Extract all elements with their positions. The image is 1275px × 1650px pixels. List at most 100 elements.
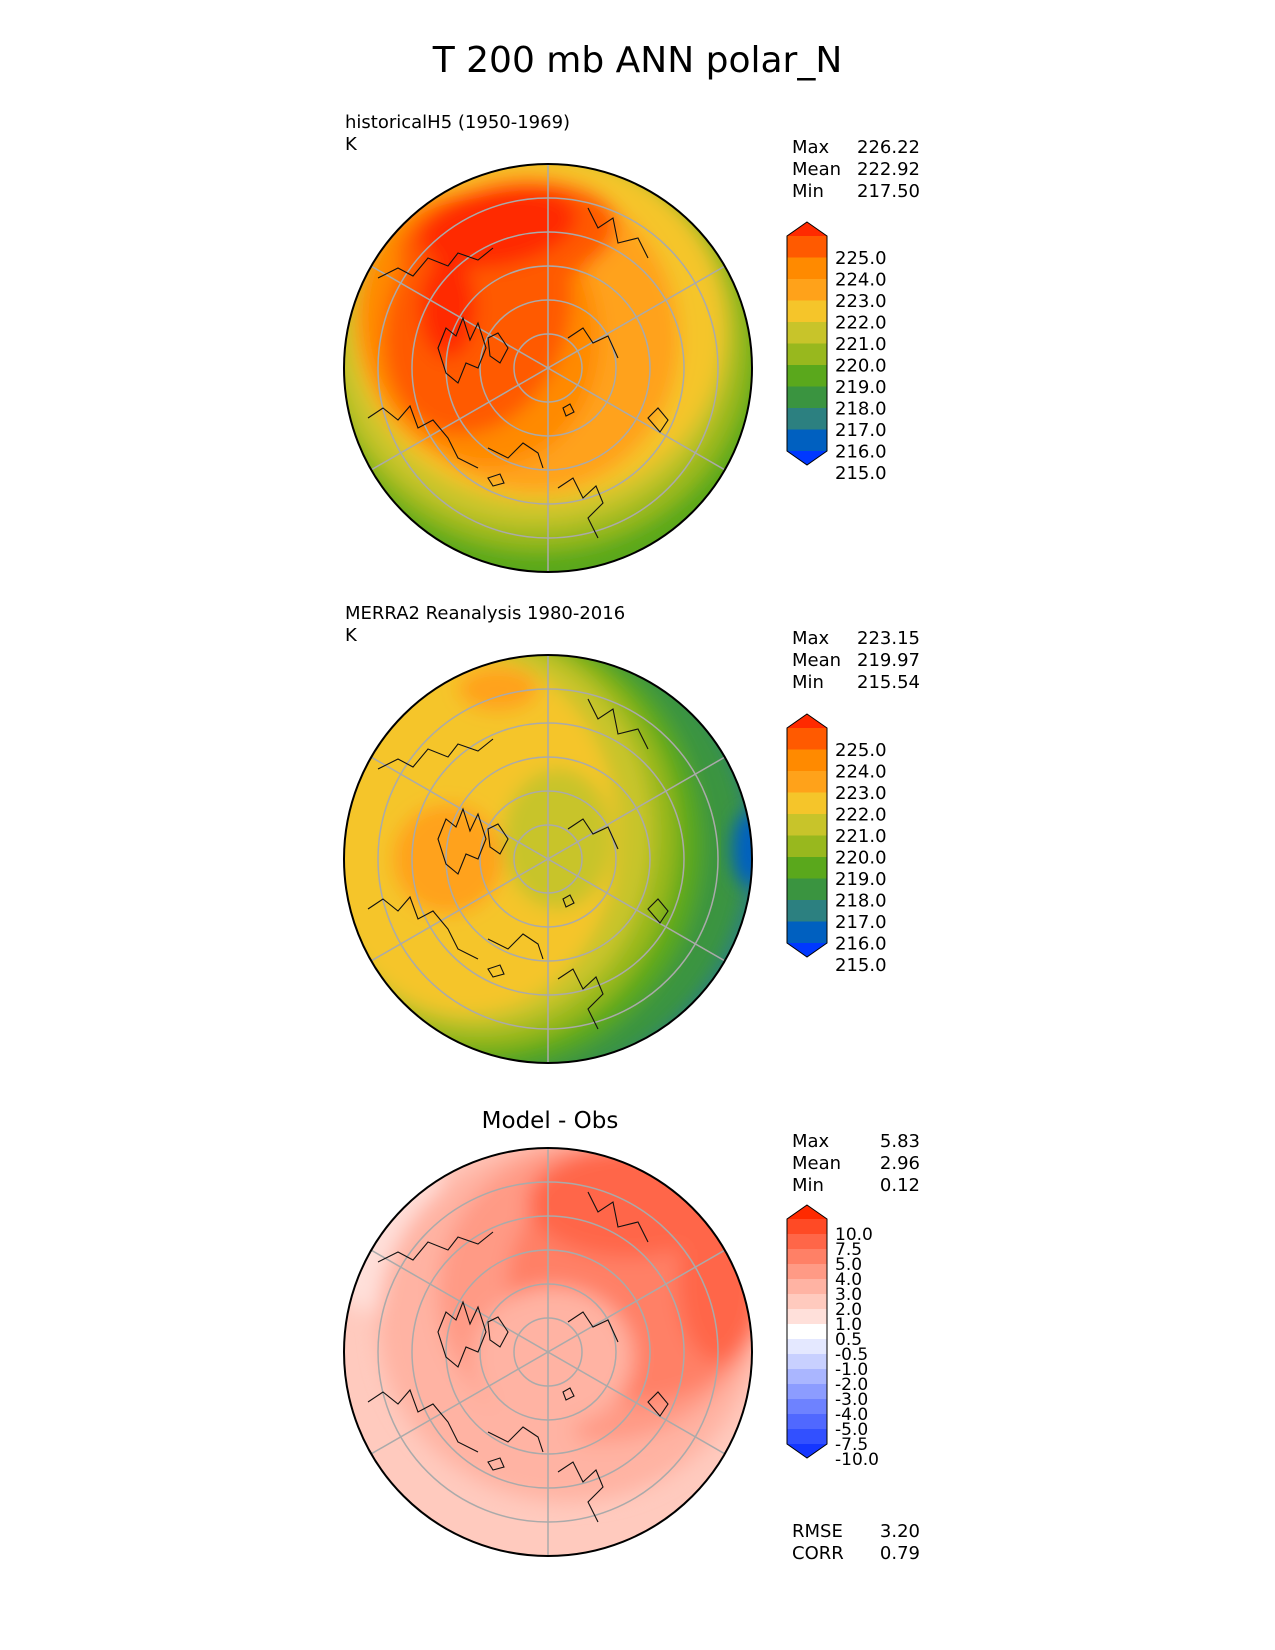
colorbar-tick-label: -10.0 — [835, 1450, 879, 1470]
panel-test-stats: Max 226.22 Mean 222.92 Min 217.50 — [792, 137, 920, 203]
colorbar-tick-label: -1.0 — [835, 1360, 868, 1380]
colorbar-segment — [787, 1249, 827, 1265]
colorbar-tick-label: -7.5 — [835, 1435, 868, 1455]
colorbar-tick-label: 220.0 — [835, 355, 887, 376]
colorbar-segment — [787, 878, 827, 901]
stat-value: 5.83 — [879, 1131, 920, 1152]
colorbar-tick-label: 224.0 — [835, 269, 887, 290]
colorbar-diff: 10.07.55.04.03.02.01.00.5-0.5-1.0-2.0-3.… — [786, 1204, 879, 1470]
colorbar-segment — [787, 1279, 827, 1295]
colorbar-segment — [787, 921, 827, 944]
colorbar-test: 225.0224.0223.0222.0221.0220.0219.0218.0… — [786, 221, 887, 484]
colorbar-outline — [786, 221, 828, 466]
colorbar-extend-bottom — [787, 943, 827, 957]
panel-test-units: K — [345, 134, 357, 155]
metric-label: RMSE — [792, 1521, 843, 1542]
colorbar-segment — [787, 900, 827, 923]
colorbar-outline — [786, 1204, 828, 1459]
colorbar-outline — [786, 713, 828, 958]
colorbar-segment — [787, 1399, 827, 1415]
colorbar-segment — [787, 792, 827, 815]
colorbar-tick-label: 225.0 — [835, 740, 887, 761]
metric-value: 3.20 — [879, 1521, 920, 1542]
colorbar-tick-label: 1.0 — [835, 1315, 862, 1335]
panel-test-title: historicalH5 (1950-1969) — [345, 112, 571, 133]
stat-label: Max — [792, 137, 830, 158]
stat-label: Max — [792, 628, 830, 649]
colorbar-segment — [787, 1309, 827, 1325]
colorbar-extend-bottom — [787, 451, 827, 465]
figure-title: T 200 mb ANN polar_N — [432, 40, 843, 81]
colorbar-tick-label: 0.5 — [835, 1330, 862, 1350]
colorbar-segment — [787, 1219, 827, 1235]
colorbar-segment — [787, 1354, 827, 1370]
stat-label: Mean — [792, 650, 842, 671]
panel-diff-stats: Max 5.83 Mean 2.96 Min 0.12 — [792, 1131, 920, 1197]
colorbar-segment — [787, 386, 827, 409]
colorbar-tick-label: 3.0 — [835, 1285, 862, 1305]
stat-label: Min — [792, 1175, 824, 1196]
stat-label: Mean — [792, 159, 842, 180]
colorbar-segment — [787, 322, 827, 345]
panel-ref-stats: Max 223.15 Mean 219.97 Min 215.54 — [792, 628, 920, 694]
colorbar-tick-label: -3.0 — [835, 1390, 868, 1410]
colorbar-segment — [787, 857, 827, 880]
colorbar-tick-label: 217.0 — [835, 912, 887, 933]
colorbar-tick-label: -5.0 — [835, 1420, 868, 1440]
colorbar-segment — [787, 1429, 827, 1445]
colorbar-tick-label: 215.0 — [835, 955, 887, 976]
metric-value: 0.79 — [879, 1543, 920, 1564]
colorbar-tick-label: 222.0 — [835, 804, 887, 825]
stat-value: 217.50 — [857, 181, 920, 202]
colorbar-tick-label: 2.0 — [835, 1300, 862, 1320]
colorbar-segment — [787, 1414, 827, 1430]
colorbar-segment — [787, 1384, 827, 1400]
colorbar-segment — [787, 365, 827, 388]
colorbar-tick-label: 224.0 — [835, 761, 887, 782]
colorbar-tick-label: 223.0 — [835, 783, 887, 804]
colorbar-tick-label: -4.0 — [835, 1405, 868, 1425]
stat-value: 2.96 — [879, 1153, 920, 1174]
colorbar-segment — [787, 343, 827, 366]
colorbar-tick-label: -2.0 — [835, 1375, 868, 1395]
colorbar-tick-label: 220.0 — [835, 847, 887, 868]
panel-diff-metrics: RMSE 3.20 CORR 0.79 — [792, 1521, 920, 1565]
colorbar-segment — [787, 279, 827, 302]
stat-value: 0.12 — [879, 1175, 920, 1196]
colorbar-extend-top — [787, 1205, 827, 1219]
colorbar-tick-label: 223.0 — [835, 291, 887, 312]
stat-label: Max — [792, 1131, 830, 1152]
colorbar-extend-top — [787, 222, 827, 236]
colorbar-tick-label: 10.0 — [835, 1225, 873, 1245]
colorbar-segment — [787, 1339, 827, 1355]
polar-map-test — [343, 163, 753, 573]
colorbar-segment — [787, 1369, 827, 1385]
stat-value: 226.22 — [857, 137, 920, 158]
polar-map-diff — [343, 1147, 753, 1557]
colorbar-segment — [787, 1294, 827, 1310]
colorbar-segment — [787, 257, 827, 280]
colorbar-segment — [787, 1264, 827, 1280]
colorbar-segment — [787, 408, 827, 431]
colorbar-tick-label: 216.0 — [835, 933, 887, 954]
polar-map-ref — [343, 654, 753, 1064]
colorbar-extend-bottom — [787, 1444, 827, 1458]
panel-diff-title: Model - Obs — [481, 1108, 619, 1134]
colorbar-tick-label: 5.0 — [835, 1255, 862, 1275]
colorbar-segment — [787, 835, 827, 858]
colorbar-tick-label: 4.0 — [835, 1270, 862, 1290]
colorbar-extend-top — [787, 714, 827, 728]
stat-label: Mean — [792, 1153, 842, 1174]
colorbar-segment — [787, 300, 827, 323]
colorbar-tick-label: 218.0 — [835, 398, 887, 419]
colorbar-tick-label: 215.0 — [835, 463, 887, 484]
colorbar-segment — [787, 1234, 827, 1250]
colorbar-segment — [787, 749, 827, 772]
stat-label: Min — [792, 181, 824, 202]
colorbar-tick-label: 219.0 — [835, 869, 887, 890]
colorbar-segment — [787, 236, 827, 259]
colorbar-tick-label: 217.0 — [835, 420, 887, 441]
metric-label: CORR — [792, 1543, 844, 1564]
colorbar-tick-label: 7.5 — [835, 1240, 862, 1260]
colorbar-tick-label: 225.0 — [835, 248, 887, 269]
